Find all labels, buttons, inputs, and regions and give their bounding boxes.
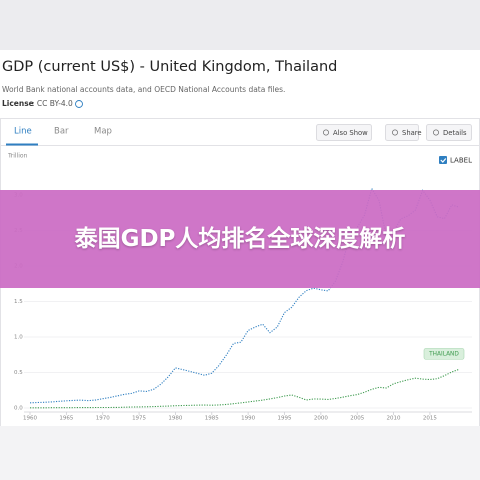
button-icon	[323, 129, 329, 136]
x-tick-label: 1985	[205, 416, 219, 422]
button-icon	[433, 129, 439, 136]
page-title: GDP (current US$) - United Kingdom, Thai…	[2, 59, 337, 75]
checkbox-label: LABEL	[450, 157, 472, 165]
banner: 泰国GDP人均排名全球深度解析	[0, 190, 480, 288]
tab[interactable]: Line	[14, 127, 32, 137]
button-label: Share	[402, 129, 422, 137]
y-unit: Trillion	[7, 153, 28, 160]
y-tick-label: 1.5	[14, 299, 23, 305]
x-tick-label: 1990	[241, 416, 255, 422]
button[interactable]	[426, 124, 472, 141]
y-tick-label: 0.5	[14, 370, 23, 376]
banner-title: 泰国GDP人均排名全球深度解析	[74, 226, 406, 252]
button-label: Also Show	[333, 129, 368, 137]
button[interactable]	[316, 124, 372, 141]
license-value: : CC BY-4.0	[32, 99, 73, 108]
top-bar	[0, 0, 480, 50]
x-tick-label: 1970	[96, 416, 110, 422]
x-tick-label: 1975	[132, 416, 146, 422]
source-note: World Bank national accounts data, and O…	[2, 85, 285, 94]
info-icon[interactable]	[75, 100, 83, 108]
button-icon	[392, 129, 398, 136]
series-label-box	[423, 348, 465, 360]
tab[interactable]: Map	[94, 127, 112, 137]
label-checkbox[interactable]	[439, 156, 447, 164]
x-tick-label: 1960	[23, 416, 37, 422]
x-tick-label: 2005	[350, 416, 364, 422]
bottom-area	[0, 426, 480, 480]
checkmark	[440, 158, 447, 163]
button-label: Details	[443, 129, 467, 137]
x-tick-label: 1995	[277, 416, 291, 422]
button[interactable]	[385, 124, 419, 141]
x-tick-label: 2000	[314, 416, 328, 422]
x-tick-label: 1965	[59, 416, 73, 422]
series-label: THAILAND	[428, 352, 459, 358]
y-tick-label: 0.0	[14, 406, 23, 412]
x-tick-label: 2015	[423, 416, 437, 422]
tab[interactable]: Bar	[54, 127, 69, 137]
license-label: License	[2, 99, 34, 108]
x-tick-label: 1980	[168, 416, 182, 422]
x-tick-label: 2010	[387, 416, 401, 422]
y-tick-label: 1.0	[14, 335, 23, 341]
